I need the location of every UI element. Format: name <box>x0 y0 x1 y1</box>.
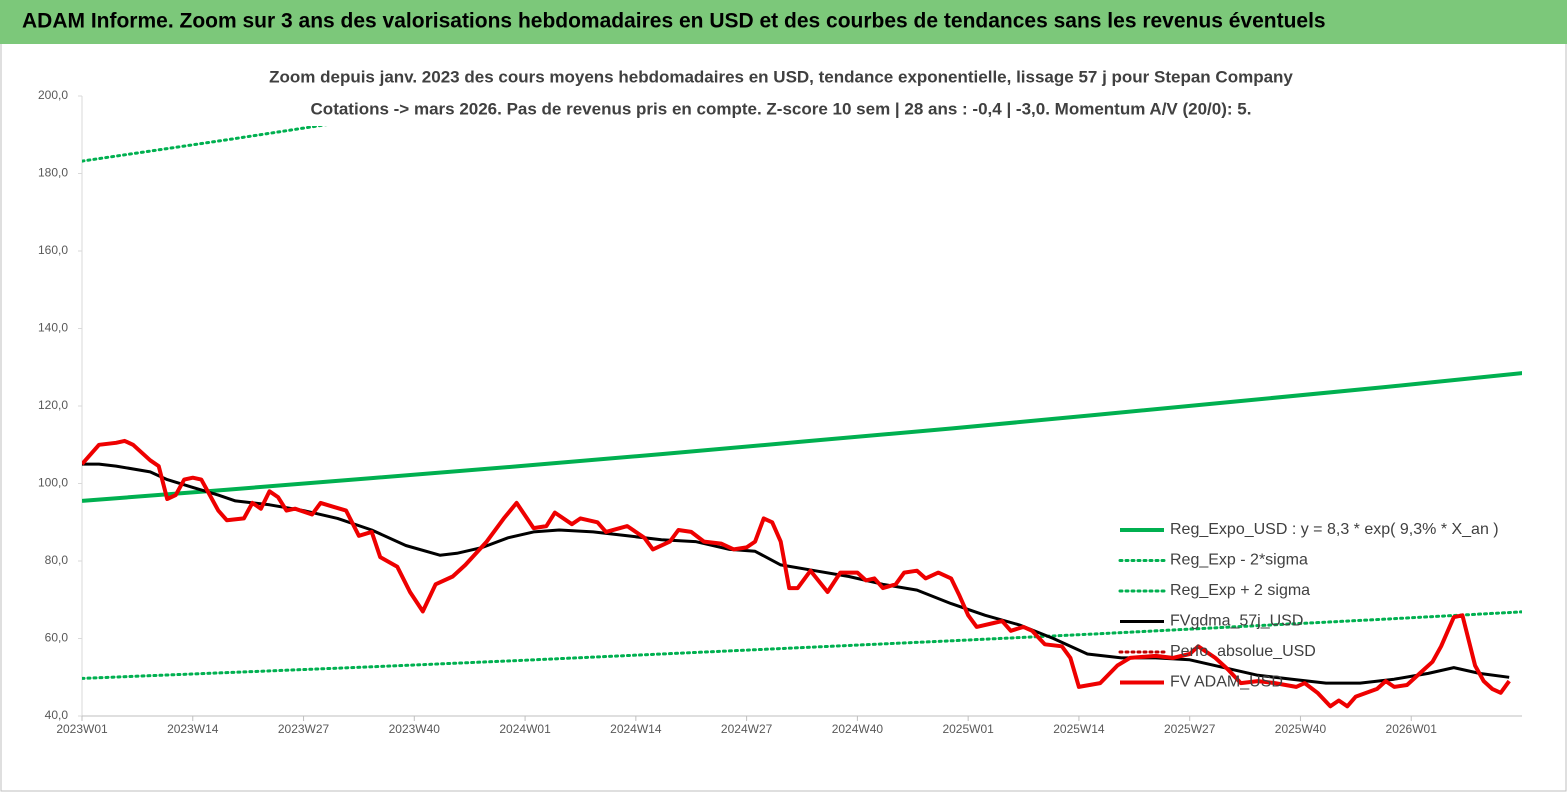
x-tick-label: 2023W27 <box>278 722 330 736</box>
legend-label: Perfo. absolue_USD <box>1170 643 1316 660</box>
x-tick-label: 2024W40 <box>832 722 884 736</box>
x-tick-label: 2023W01 <box>56 722 108 736</box>
y-tick-label: 40,0 <box>45 708 69 722</box>
x-tick-label: 2025W40 <box>1275 722 1327 736</box>
legend-label: Reg_Exp - 2*sigma <box>1170 552 1308 569</box>
legend-label: FV ADAM_USD <box>1170 674 1283 691</box>
chart-title: ADAM Informe. Zoom sur 3 ans des valoris… <box>22 10 1326 33</box>
x-tick-label: 2024W14 <box>610 722 662 736</box>
subtitle: Zoom depuis janv. 2023 des cours moyens … <box>269 67 1293 86</box>
y-tick-label: 160,0 <box>38 243 68 257</box>
series-line <box>82 610 1522 680</box>
x-tick-label: 2025W14 <box>1053 722 1105 736</box>
legend-label: Reg_Expo_USD : y = 8,3 * exp( 9,3% * X_a… <box>1170 521 1499 538</box>
subtitle: Cotations -> mars 2026. Pas de revenus p… <box>311 99 1252 118</box>
x-tick-label: 2023W40 <box>389 722 441 736</box>
y-tick-label: 180,0 <box>38 166 68 180</box>
y-tick-label: 140,0 <box>38 321 68 335</box>
y-tick-label: 120,0 <box>38 398 68 412</box>
legend-label: FVgdma_57j_USD <box>1170 613 1303 630</box>
subtitle-box <box>255 62 1310 126</box>
legend: Reg_Expo_USD : y = 8,3 * exp( 9,3% * X_a… <box>1118 521 1499 691</box>
x-tick-label: 2025W01 <box>942 722 994 736</box>
x-tick-label: 2024W27 <box>721 722 773 736</box>
title-bar <box>0 0 1567 44</box>
y-tick-label: 60,0 <box>45 631 69 645</box>
y-tick-label: 80,0 <box>45 553 69 567</box>
x-tick-label: 2023W14 <box>167 722 219 736</box>
x-tick-label: 2026W01 <box>1386 722 1438 736</box>
x-tick-label: 2024W01 <box>499 722 551 736</box>
y-tick-label: 100,0 <box>38 476 68 490</box>
series-line <box>82 371 1522 503</box>
x-tick-label: 2025W27 <box>1164 722 1216 736</box>
axes: 40,0 60,0 80,0 100,0 120,0 140,0 160,0 180,0 200… <box>38 88 1437 736</box>
series-line <box>82 438 1511 709</box>
legend-label: Reg_Exp + 2 sigma <box>1170 582 1310 599</box>
y-tick-label: 200,0 <box>38 88 68 102</box>
plot-area <box>82 96 1522 709</box>
